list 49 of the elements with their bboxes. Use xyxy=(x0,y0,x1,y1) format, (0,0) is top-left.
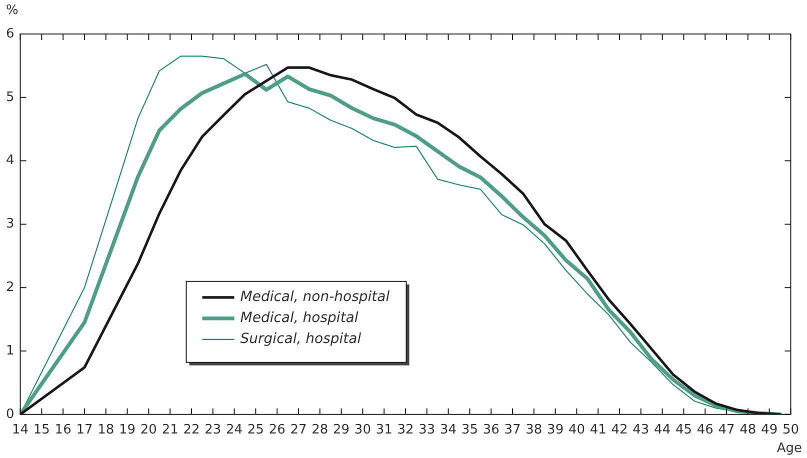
legend-label: Surgical, hospital xyxy=(240,331,362,348)
x-tick-label: 41 xyxy=(590,422,606,438)
x-tick-label: 27 xyxy=(290,422,307,438)
y-tick-label: 2 xyxy=(6,280,14,295)
x-tick-label: 44 xyxy=(654,422,671,438)
x-tick-label: 43 xyxy=(632,422,650,438)
x-tick-label: 14 xyxy=(12,422,29,438)
x-tick-label: 20 xyxy=(140,422,157,438)
y-tick-label: 4 xyxy=(6,153,14,168)
x-tick-label: 25 xyxy=(247,422,264,438)
x-tick-label: 17 xyxy=(76,422,93,438)
x-tick-label: 24 xyxy=(226,422,243,438)
x-tick-label: 47 xyxy=(718,422,735,438)
x-axis-title: Age xyxy=(776,441,802,456)
legend-label: Medical, non-hospital xyxy=(240,289,390,306)
x-tick-label: 18 xyxy=(98,422,114,438)
x-tick-label: 34 xyxy=(440,422,457,438)
x-tick-label: 31 xyxy=(376,422,392,438)
x-tick-label: 46 xyxy=(696,422,714,438)
x-tick-label: 15 xyxy=(33,422,50,438)
y-tick-label: 5 xyxy=(6,90,14,105)
x-tick-label: 16 xyxy=(54,422,72,438)
x-tick-label: 22 xyxy=(183,422,200,438)
y-tick-label: 0 xyxy=(6,406,14,422)
x-tick-label: 48 xyxy=(740,422,756,438)
x-tick-label: 36 xyxy=(482,422,500,438)
x-tick-label: 40 xyxy=(568,422,585,438)
y-axis-title: % xyxy=(6,3,18,18)
x-tick-label: 39 xyxy=(547,422,564,438)
x-tick-label: 33 xyxy=(418,422,436,438)
x-tick-label: 50 xyxy=(782,422,799,438)
x-tick-label: 42 xyxy=(611,422,628,438)
x-tick-label: 37 xyxy=(504,422,521,438)
x-tick-label: 19 xyxy=(119,422,136,438)
x-tick-label: 38 xyxy=(526,422,542,438)
x-tick-label: 26 xyxy=(268,422,286,438)
x-tick-label: 32 xyxy=(397,422,414,438)
y-tick-label: 3 xyxy=(6,216,14,232)
x-tick-label: 49 xyxy=(761,422,778,438)
x-tick-label: 45 xyxy=(675,422,692,438)
x-tick-label: 23 xyxy=(204,422,222,438)
x-tick-label: 30 xyxy=(354,422,371,438)
y-tick-label: 6 xyxy=(6,26,14,42)
legend-label: Medical, hospital xyxy=(240,310,358,326)
x-tick-label: 21 xyxy=(162,422,178,438)
y-tick-label: 1 xyxy=(6,343,14,358)
x-tick-label: 29 xyxy=(333,422,350,438)
x-tick-label: 35 xyxy=(461,422,478,438)
x-tick-label: 28 xyxy=(312,422,328,438)
